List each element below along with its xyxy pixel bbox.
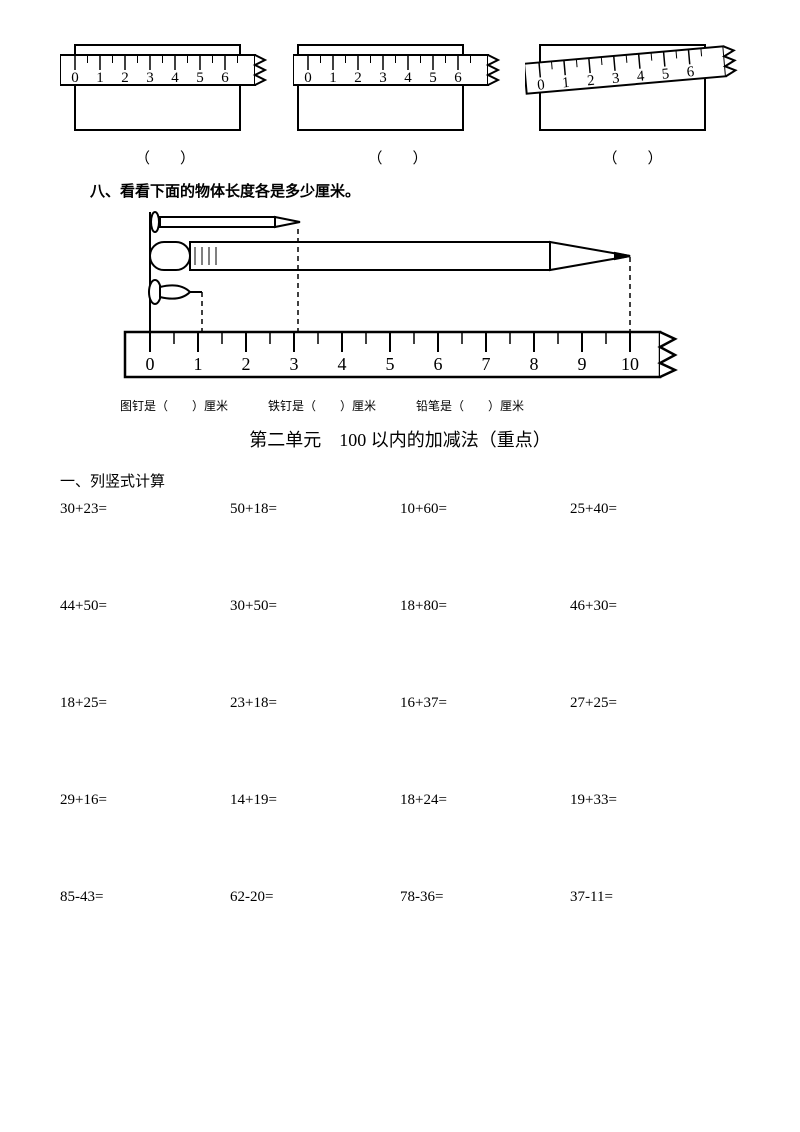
problem-cell: 18+24= bbox=[400, 792, 570, 809]
label-tuding: 图钉是（ ）厘米 bbox=[120, 397, 228, 414]
q8-heading: 八、看看下面的物体长度各是多少厘米。 bbox=[90, 180, 740, 201]
ruler-block-3: 0 1 2 3 4 5 6 （ ） bbox=[525, 40, 740, 168]
label-tieding: 铁钉是（ ）厘米 bbox=[268, 397, 376, 414]
svg-text:2: 2 bbox=[586, 73, 595, 90]
svg-text:3: 3 bbox=[290, 354, 299, 374]
problem-cell: 37-11= bbox=[570, 889, 740, 906]
svg-text:0: 0 bbox=[146, 354, 155, 374]
problem-cell: 18+80= bbox=[400, 598, 570, 615]
problem-cell: 25+40= bbox=[570, 501, 740, 518]
svg-text:3: 3 bbox=[379, 70, 387, 86]
problem-row: 29+16= 14+19= 18+24= 19+33= bbox=[60, 792, 740, 809]
svg-text:2: 2 bbox=[121, 70, 129, 86]
svg-text:7: 7 bbox=[482, 354, 491, 374]
svg-text:9: 9 bbox=[578, 354, 587, 374]
svg-text:4: 4 bbox=[171, 70, 179, 86]
svg-text:10: 10 bbox=[621, 354, 639, 374]
svg-text:6: 6 bbox=[221, 70, 229, 86]
answer-labels: 图钉是（ ）厘米 铁钉是（ ）厘米 铅笔是（ ）厘米 bbox=[120, 397, 740, 414]
svg-text:4: 4 bbox=[404, 70, 412, 86]
problems-grid: 30+23= 50+18= 10+60= 25+40= 44+50= 30+50… bbox=[60, 501, 740, 906]
problem-cell: 18+25= bbox=[60, 695, 230, 712]
svg-text:1: 1 bbox=[96, 70, 104, 86]
svg-text:1: 1 bbox=[194, 354, 203, 374]
problem-cell: 46+30= bbox=[570, 598, 740, 615]
svg-text:5: 5 bbox=[196, 70, 204, 86]
ruler-block-2: 0 1 2 3 4 5 6 （ ） bbox=[293, 40, 503, 168]
ruler-svg-2: 0 1 2 3 4 5 6 bbox=[293, 40, 503, 135]
problem-cell: 23+18= bbox=[230, 695, 400, 712]
problem-cell: 85-43= bbox=[60, 889, 230, 906]
problem-cell: 19+33= bbox=[570, 792, 740, 809]
paren-2: （ ） bbox=[367, 147, 427, 168]
ruler-block-1: 0 1 2 3 4 5 6 （ ） bbox=[60, 40, 270, 168]
svg-text:0: 0 bbox=[71, 70, 79, 86]
problem-cell: 27+25= bbox=[570, 695, 740, 712]
problem-cell: 44+50= bbox=[60, 598, 230, 615]
svg-text:3: 3 bbox=[146, 70, 154, 86]
svg-text:8: 8 bbox=[530, 354, 539, 374]
paren-1: （ ） bbox=[135, 147, 195, 168]
svg-text:0: 0 bbox=[537, 77, 546, 94]
svg-text:5: 5 bbox=[386, 354, 395, 374]
svg-text:2: 2 bbox=[354, 70, 362, 86]
paren-3: （ ） bbox=[602, 147, 662, 168]
svg-text:1: 1 bbox=[329, 70, 337, 86]
svg-text:5: 5 bbox=[429, 70, 437, 86]
problem-cell: 62-20= bbox=[230, 889, 400, 906]
problem-cell: 10+60= bbox=[400, 501, 570, 518]
problem-cell: 50+18= bbox=[230, 501, 400, 518]
problem-row: 44+50= 30+50= 18+80= 46+30= bbox=[60, 598, 740, 615]
big-ruler-svg: 0 1 2 3 4 5 6 7 8 9 10 bbox=[120, 207, 680, 382]
svg-text:0: 0 bbox=[304, 70, 312, 86]
svg-text:2: 2 bbox=[242, 354, 251, 374]
unit-title: 第二单元 100 以内的加减法（重点） bbox=[60, 426, 740, 452]
ruler-svg-1: 0 1 2 3 4 5 6 bbox=[60, 40, 270, 135]
problem-cell: 14+19= bbox=[230, 792, 400, 809]
problem-cell: 16+37= bbox=[400, 695, 570, 712]
problem-cell: 78-36= bbox=[400, 889, 570, 906]
label-qianbi: 铅笔是（ ）厘米 bbox=[416, 397, 524, 414]
svg-text:6: 6 bbox=[434, 354, 443, 374]
problem-cell: 30+23= bbox=[60, 501, 230, 518]
problem-row: 18+25= 23+18= 16+37= 27+25= bbox=[60, 695, 740, 712]
problem-cell: 29+16= bbox=[60, 792, 230, 809]
svg-text:5: 5 bbox=[661, 66, 670, 83]
problem-row: 30+23= 50+18= 10+60= 25+40= bbox=[60, 501, 740, 518]
svg-text:4: 4 bbox=[338, 354, 347, 374]
problem-cell: 30+50= bbox=[230, 598, 400, 615]
svg-text:6: 6 bbox=[454, 70, 462, 86]
big-ruler-figure: 0 1 2 3 4 5 6 7 8 9 10 bbox=[120, 207, 740, 387]
section1-head: 一、列竖式计算 bbox=[60, 470, 740, 491]
svg-text:1: 1 bbox=[561, 75, 570, 92]
svg-text:3: 3 bbox=[611, 71, 620, 88]
top-rulers-row: 0 1 2 3 4 5 6 （ ） bbox=[60, 40, 740, 168]
problem-row: 85-43= 62-20= 78-36= 37-11= bbox=[60, 889, 740, 906]
ruler-svg-3: 0 1 2 3 4 5 6 bbox=[525, 40, 740, 135]
